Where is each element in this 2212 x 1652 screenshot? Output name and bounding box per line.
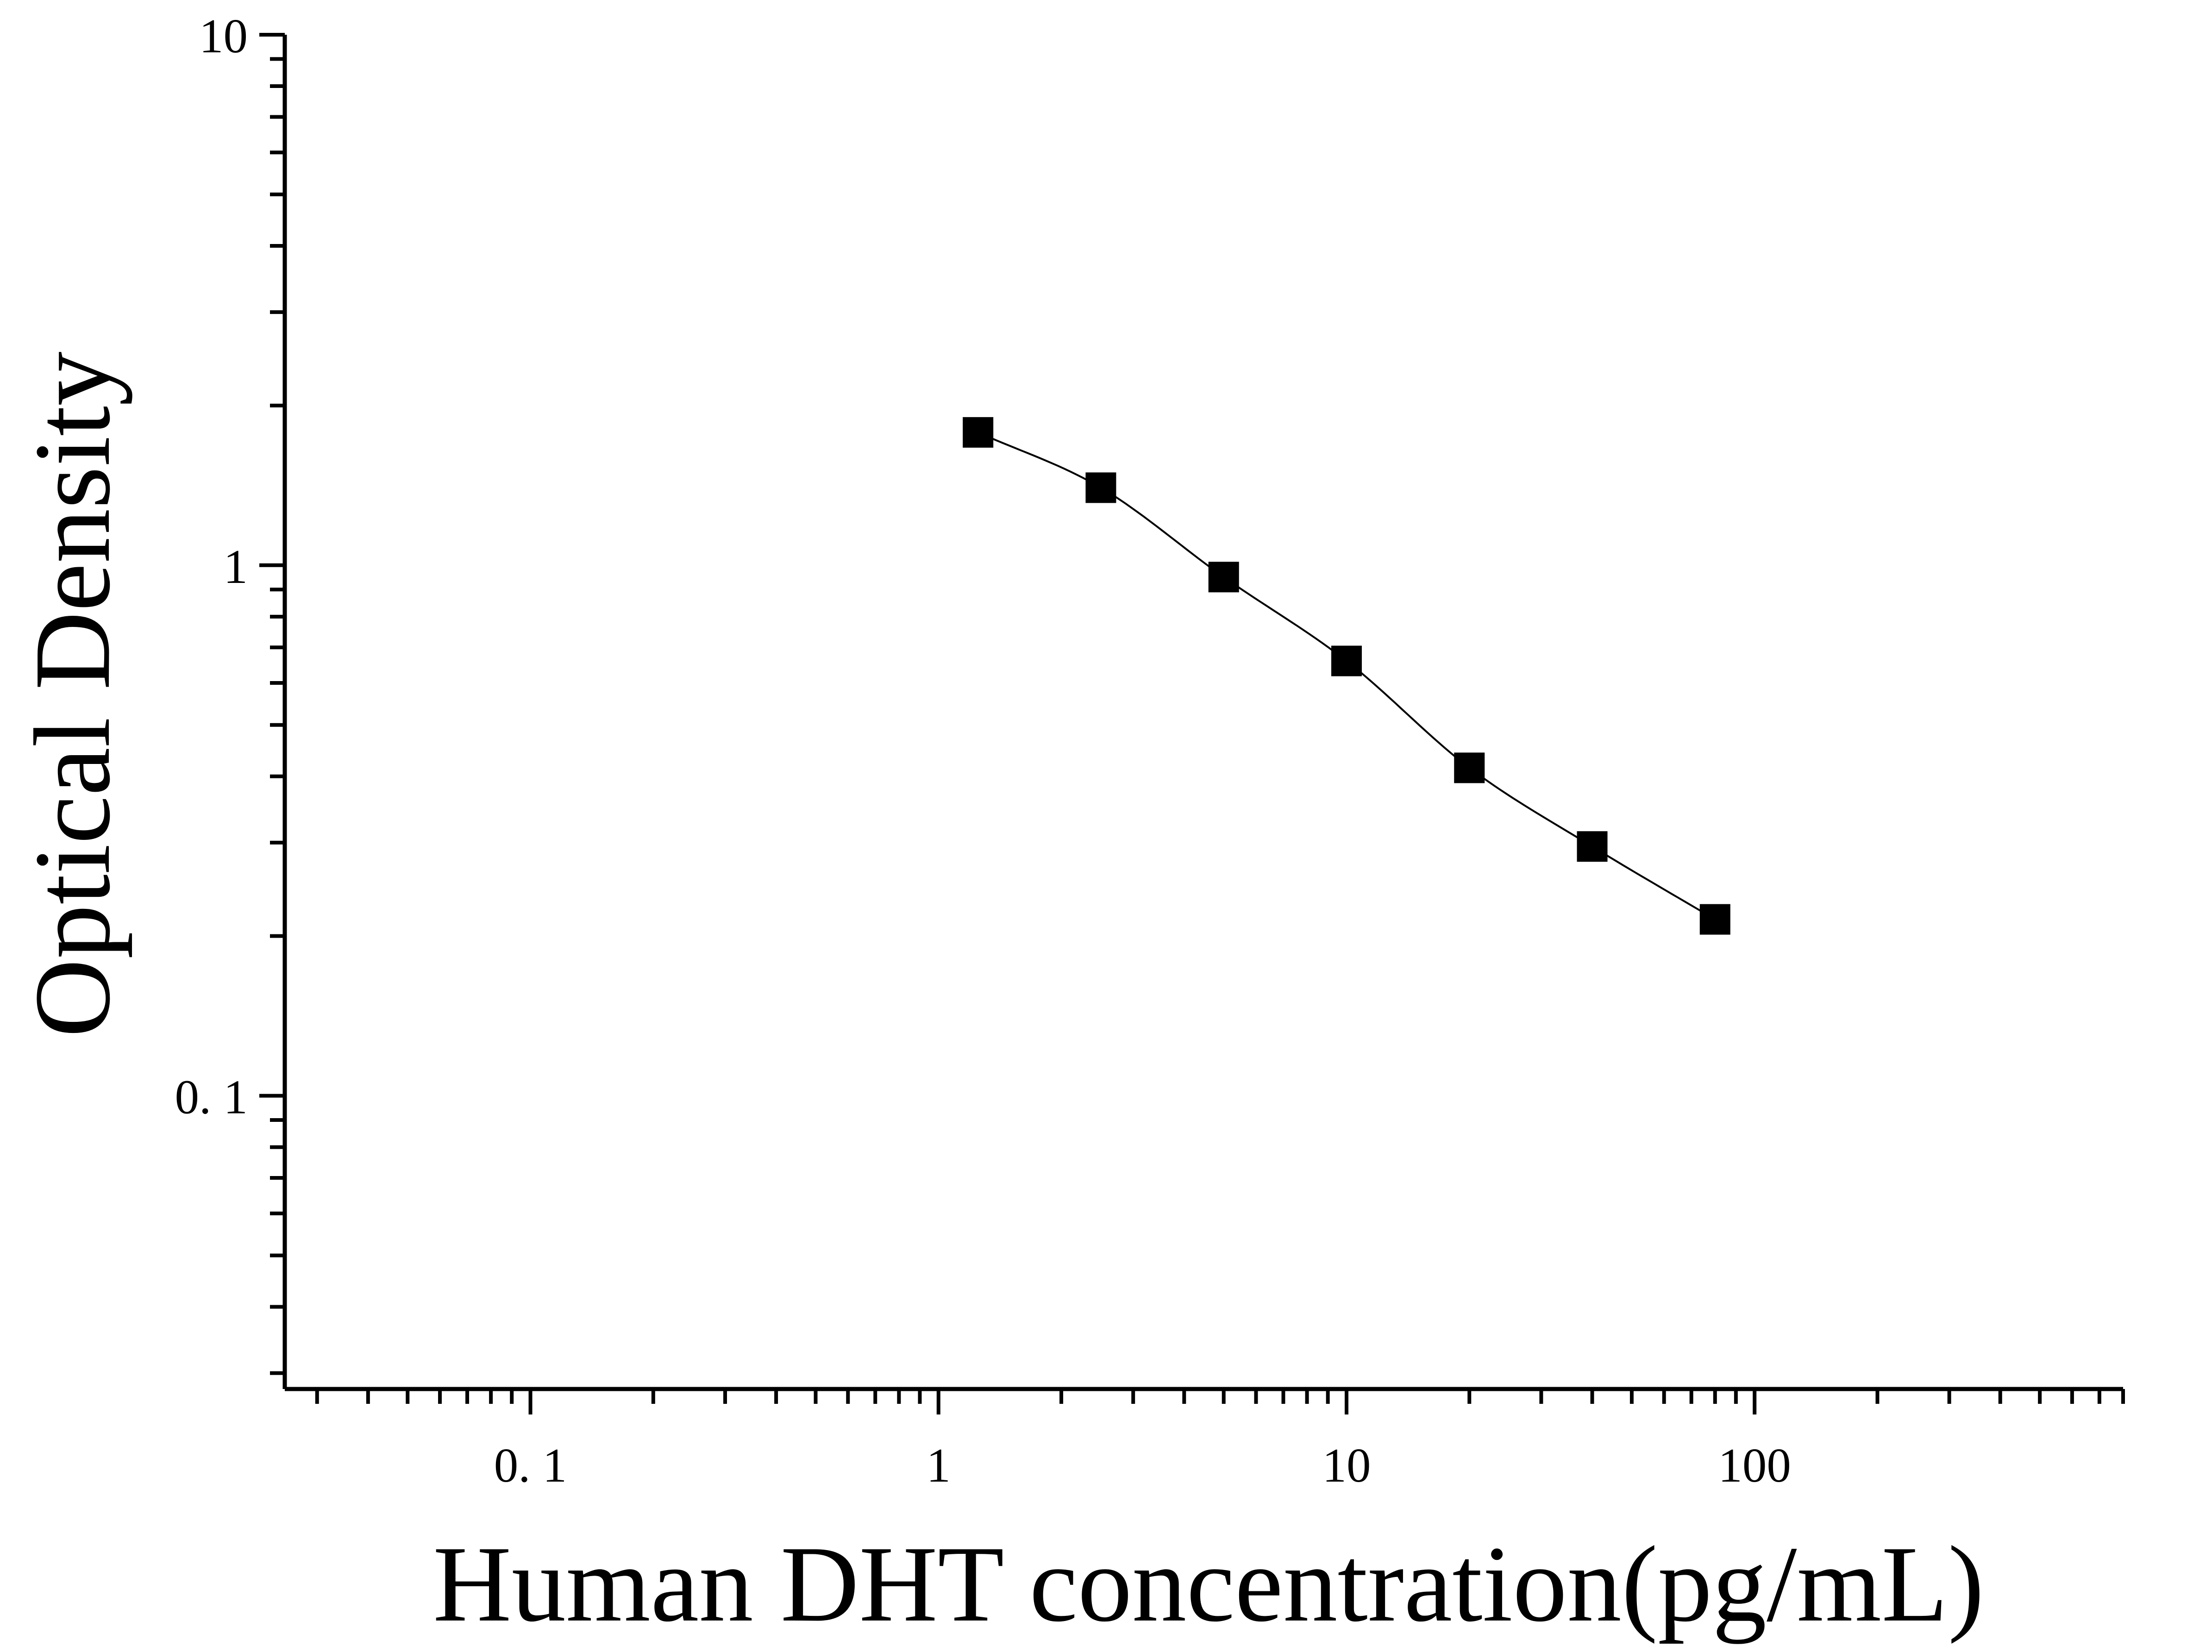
x-tick-label: 0. 1 (494, 1438, 567, 1492)
data-point-marker (1085, 472, 1116, 503)
x-tick-label: 10 (1322, 1438, 1371, 1492)
x-tick-label: 100 (1718, 1438, 1791, 1492)
x-axis-title: Human DHT concentration(pg/mL) (433, 1524, 1984, 1644)
data-point-marker (1699, 904, 1730, 935)
data-point-marker (1454, 752, 1485, 783)
data-point-marker (1331, 645, 1362, 676)
axes-layer: 0. 1 1 10 100 0. 1 1 10 (175, 9, 2125, 1492)
y-tick-label: 1 (224, 539, 248, 594)
data-point-marker (963, 417, 994, 448)
data-point-marker (1577, 831, 1608, 862)
x-tick-label: 1 (927, 1438, 951, 1492)
data-points-layer (963, 417, 1730, 935)
y-tick-label: 0. 1 (175, 1070, 248, 1124)
y-axis-title: Optical Density (12, 351, 132, 1038)
y-tick-label: 10 (199, 9, 248, 63)
data-point-marker (1208, 562, 1239, 593)
